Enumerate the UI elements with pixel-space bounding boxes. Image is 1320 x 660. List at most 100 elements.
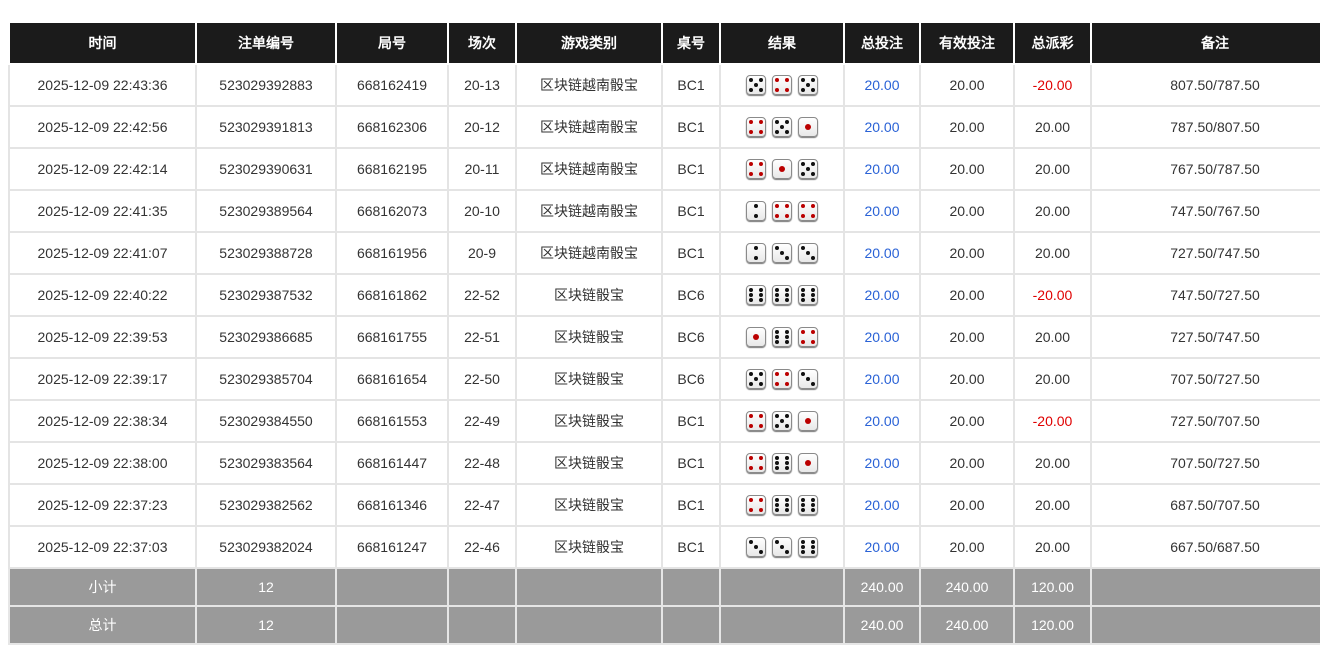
time-cell: 2025-12-09 22:42:14	[8, 147, 197, 191]
result-cell	[719, 525, 845, 569]
empty-cell	[719, 605, 845, 645]
bet-id-cell: 523029382562	[195, 483, 337, 527]
time-cell: 2025-12-09 22:37:23	[8, 483, 197, 527]
note-cell: 727.50/707.50	[1090, 399, 1320, 443]
table-row: 2025-12-09 22:43:36 523029392883 668162419…	[8, 63, 1320, 107]
dice-3-icon	[746, 537, 766, 557]
note-cell: 787.50/807.50	[1090, 105, 1320, 149]
game-type-cell: 区块链骰宝	[515, 315, 663, 359]
bet-id-cell: 523029390631	[195, 147, 337, 191]
empty-cell	[1090, 567, 1320, 607]
summary-total-bet: 240.00	[843, 567, 921, 607]
payout-cell: -20.00	[1013, 63, 1092, 107]
round-cell: 668161862	[335, 273, 449, 317]
dice-4-icon	[746, 159, 766, 179]
table-number-cell: BC1	[661, 105, 721, 149]
note-cell: 687.50/707.50	[1090, 483, 1320, 527]
table-number-cell: BC1	[661, 399, 721, 443]
bet-id-cell: 523029388728	[195, 231, 337, 275]
valid-bet-cell: 20.00	[919, 357, 1015, 401]
time-cell: 2025-12-09 22:41:35	[8, 189, 197, 233]
session-cell: 22-52	[447, 273, 517, 317]
round-cell: 668161755	[335, 315, 449, 359]
session-cell: 22-50	[447, 357, 517, 401]
session-cell: 22-48	[447, 441, 517, 485]
table-row: 2025-12-09 22:41:07 523029388728 668161956…	[8, 231, 1320, 275]
summary-valid-bet: 240.00	[919, 605, 1015, 645]
game-type-cell: 区块链越南骰宝	[515, 105, 663, 149]
column-header: 桌号	[661, 23, 721, 65]
bet-id-cell: 523029389564	[195, 189, 337, 233]
session-cell: 20-9	[447, 231, 517, 275]
note-cell: 727.50/747.50	[1090, 315, 1320, 359]
payout-cell: 20.00	[1013, 189, 1092, 233]
table-row: 2025-12-09 22:42:56 523029391813 668162306…	[8, 105, 1320, 149]
result-cell	[719, 63, 845, 107]
empty-cell	[515, 567, 663, 607]
table-row: 2025-12-09 22:38:00 523029383564 668161447…	[8, 441, 1320, 485]
payout-cell: 20.00	[1013, 441, 1092, 485]
result-cell	[719, 147, 845, 191]
dice-4-icon	[798, 201, 818, 221]
total-bet-cell: 20.00	[843, 105, 921, 149]
dice-result	[746, 201, 818, 221]
dice-result	[746, 159, 818, 179]
dice-result	[746, 453, 818, 473]
dice-2-icon	[746, 201, 766, 221]
total-bet-cell: 20.00	[843, 441, 921, 485]
table-header: 时间 注单编号 局号 场次 游戏类别 桌号 结果 总投注 有效投注 总派彩 备注	[8, 23, 1320, 65]
table-number-cell: BC6	[661, 273, 721, 317]
column-header: 总派彩	[1013, 23, 1092, 65]
dice-5-icon	[798, 159, 818, 179]
valid-bet-cell: 20.00	[919, 189, 1015, 233]
valid-bet-cell: 20.00	[919, 147, 1015, 191]
note-cell: 727.50/747.50	[1090, 231, 1320, 275]
valid-bet-cell: 20.00	[919, 231, 1015, 275]
dice-4-icon	[798, 327, 818, 347]
game-type-cell: 区块链骰宝	[515, 525, 663, 569]
game-type-cell: 区块链骰宝	[515, 357, 663, 401]
dice-6-icon	[798, 537, 818, 557]
dice-result	[746, 369, 818, 389]
summary-count: 12	[195, 567, 337, 607]
dice-result	[746, 75, 818, 95]
game-type-cell: 区块链骰宝	[515, 273, 663, 317]
dice-5-icon	[746, 75, 766, 95]
payout-cell: 20.00	[1013, 483, 1092, 527]
dice-1-icon	[798, 117, 818, 137]
table-number-cell: BC1	[661, 63, 721, 107]
total-bet-cell: 20.00	[843, 189, 921, 233]
bet-id-cell: 523029392883	[195, 63, 337, 107]
bet-id-cell: 523029385704	[195, 357, 337, 401]
column-header: 场次	[447, 23, 517, 65]
result-cell	[719, 273, 845, 317]
round-cell: 668161553	[335, 399, 449, 443]
dice-3-icon	[798, 369, 818, 389]
session-cell: 22-51	[447, 315, 517, 359]
total-bet-cell: 20.00	[843, 399, 921, 443]
session-cell: 20-13	[447, 63, 517, 107]
round-cell: 668161346	[335, 483, 449, 527]
column-header: 总投注	[843, 23, 921, 65]
dice-3-icon	[772, 537, 792, 557]
time-cell: 2025-12-09 22:37:03	[8, 525, 197, 569]
valid-bet-cell: 20.00	[919, 441, 1015, 485]
payout-cell: 20.00	[1013, 105, 1092, 149]
note-cell: 667.50/687.50	[1090, 525, 1320, 569]
total-bet-cell: 20.00	[843, 63, 921, 107]
game-type-cell: 区块链越南骰宝	[515, 231, 663, 275]
game-type-cell: 区块链骰宝	[515, 399, 663, 443]
table-number-cell: BC1	[661, 231, 721, 275]
note-cell: 707.50/727.50	[1090, 357, 1320, 401]
note-cell: 747.50/727.50	[1090, 273, 1320, 317]
dice-3-icon	[772, 243, 792, 263]
dice-6-icon	[772, 453, 792, 473]
payout-cell: 20.00	[1013, 525, 1092, 569]
subtotal-row: 小计 12 240.00 240.00 120.00	[8, 567, 1320, 607]
table-number-cell: BC6	[661, 357, 721, 401]
round-cell: 668162073	[335, 189, 449, 233]
result-cell	[719, 483, 845, 527]
round-cell: 668161654	[335, 357, 449, 401]
column-header: 备注	[1090, 23, 1320, 65]
column-header: 结果	[719, 23, 845, 65]
